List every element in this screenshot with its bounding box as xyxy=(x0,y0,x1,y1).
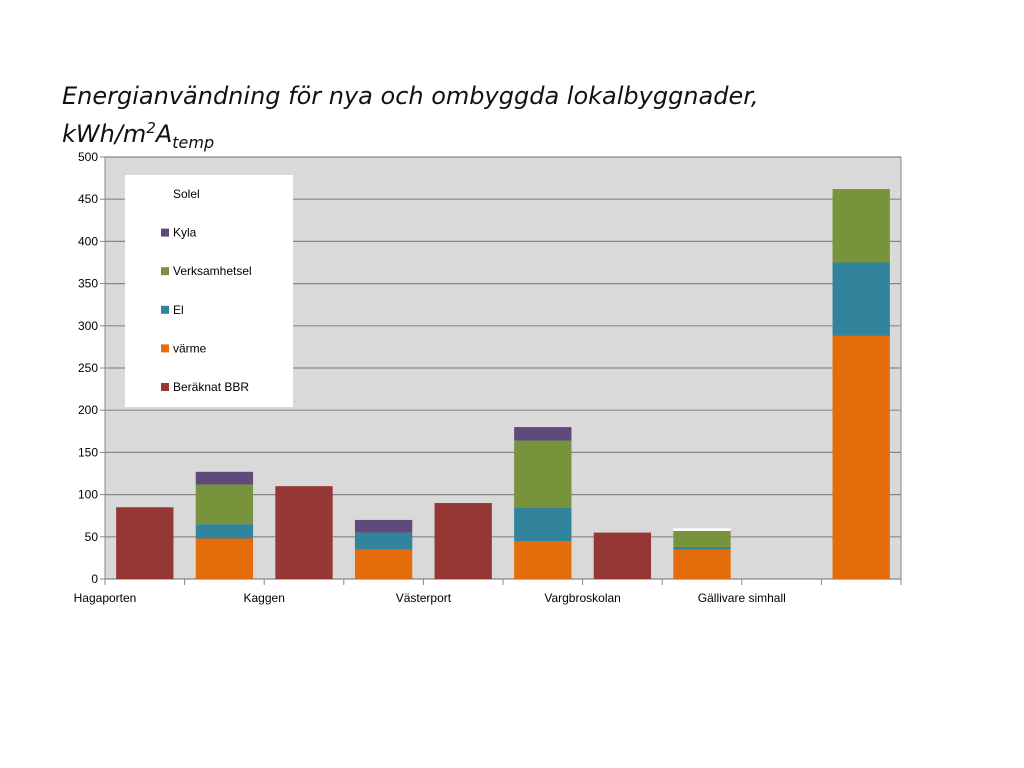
bar-segment-el xyxy=(514,507,572,542)
y-tick-label: 0 xyxy=(91,572,98,586)
x-tick-label: Kaggen xyxy=(244,591,285,605)
legend: Solel Kyla Verksamhetsel El värme Beräknat BB… xyxy=(125,175,293,407)
legend-label: Verksamhetsel xyxy=(173,264,252,278)
chart-title-line-2: kWh/m2Atemp xyxy=(62,112,759,159)
bar-segment-el xyxy=(195,524,254,539)
legend-swatch xyxy=(161,190,169,198)
y-tick-label: 300 xyxy=(78,319,98,333)
bar-segment-kyla xyxy=(514,427,572,441)
x-tick-label: Vargbroskolan xyxy=(544,591,621,605)
legend-swatch xyxy=(161,228,169,237)
x-tick-label: Hagaporten xyxy=(74,591,137,605)
bar-segment-verksamhetsel xyxy=(195,484,254,525)
legend-swatch xyxy=(161,305,169,314)
y-tick-label: 450 xyxy=(78,192,98,206)
y-tick-label: 350 xyxy=(78,277,98,291)
bar-segment-verksamhetsel xyxy=(832,189,890,263)
bar-segment-varme xyxy=(673,549,731,579)
x-tick-label: Gällivare simhall xyxy=(698,591,786,605)
bar-segment-el xyxy=(354,532,413,550)
y-tick-label: 150 xyxy=(78,445,98,459)
legend-label: värme xyxy=(173,341,207,355)
title-unit-sub: temp xyxy=(172,132,215,152)
bar-segment-verksamhetsel xyxy=(673,530,731,547)
y-tick-label: 250 xyxy=(78,361,98,375)
y-tick-label: 500 xyxy=(78,150,98,164)
bar-beraknat-bbr xyxy=(116,507,174,579)
legend-label: Solel xyxy=(173,187,200,201)
chart-title-line-1: Energianvändning för nya och ombyggda lo… xyxy=(62,82,759,110)
legend-swatch xyxy=(161,344,169,353)
bar-segment-el xyxy=(832,262,890,336)
title-unit-main: kWh/m xyxy=(62,120,147,148)
bar-segment-varme xyxy=(195,538,254,579)
bar-segment-kyla xyxy=(195,471,254,485)
legend-box xyxy=(125,175,293,407)
bar-segment-kyla xyxy=(354,519,413,533)
y-tick-label: 400 xyxy=(78,234,98,248)
bar-segment-solel xyxy=(673,528,731,531)
title-unit-sup: 2 xyxy=(146,119,156,137)
title-unit-a: A xyxy=(155,120,173,148)
bar-beraknat-bbr xyxy=(434,503,492,579)
legend-label: Beräknat BBR xyxy=(173,380,249,394)
bar-beraknat-bbr xyxy=(593,532,652,579)
bar-segment-varme xyxy=(832,335,890,579)
legend-swatch xyxy=(161,383,169,391)
bar-segment-verksamhetsel xyxy=(514,440,572,508)
x-tick-label: Västerport xyxy=(396,591,452,605)
legend-label: El xyxy=(173,303,184,317)
bar-beraknat-bbr xyxy=(275,486,333,579)
legend-label: Kyla xyxy=(173,226,197,240)
chart-title: Energianvändning för nya och ombyggda lo… xyxy=(62,80,759,159)
legend-swatch xyxy=(161,267,169,276)
y-tick-label: 50 xyxy=(85,530,99,544)
bar-segment-varme xyxy=(514,541,572,579)
y-tick-label: 100 xyxy=(78,488,98,502)
bar-segment-el xyxy=(673,546,731,550)
bar-segment-varme xyxy=(354,549,413,579)
y-tick-label: 200 xyxy=(78,403,98,417)
